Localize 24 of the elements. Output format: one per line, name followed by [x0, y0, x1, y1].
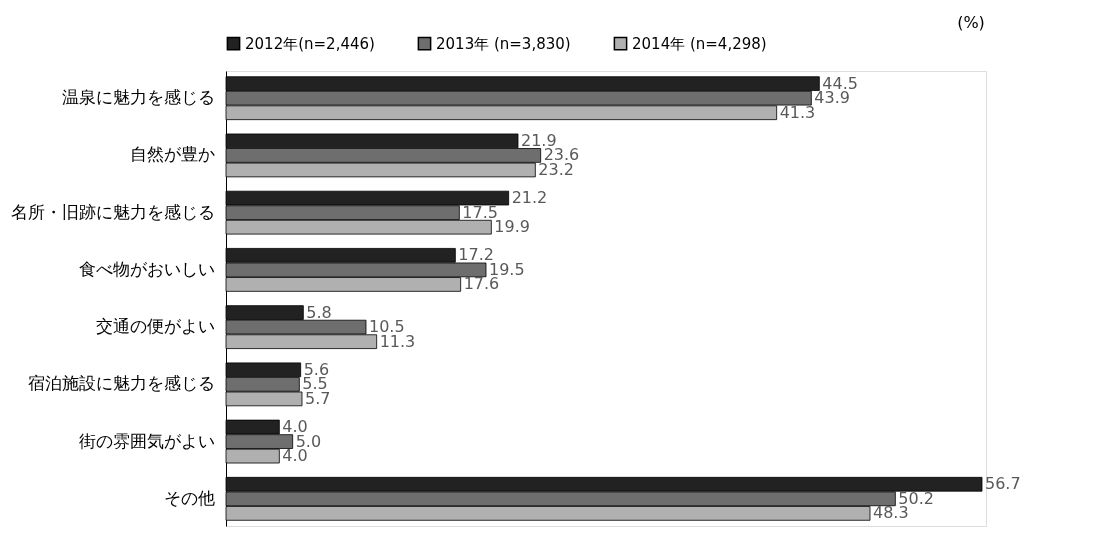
- data-label: 17.6: [463, 274, 500, 294]
- legend-label: 2014年 (n=4,298): [632, 34, 767, 53]
- data-label: 5.8: [306, 302, 332, 322]
- text: (%): [957, 13, 985, 32]
- y-tick-label: 食べ物がおいしい: [78, 258, 215, 279]
- data-label: 21.2: [511, 188, 548, 208]
- y-tick-label: 名所・旧跡に魅力を感じる: [10, 201, 215, 222]
- y-tick-label: その他: [163, 487, 215, 508]
- y-tick-label: 宿泊施設に魅力を感じる: [27, 373, 215, 394]
- data-label: 56.7: [985, 474, 1021, 494]
- data-label: 48.3: [873, 503, 909, 523]
- y-tick-label: 温泉に魅力を感じる: [61, 87, 215, 108]
- y-tick-label: 交通の便がよい: [95, 316, 215, 337]
- data-label: 5.7: [305, 388, 331, 408]
- y-tick-label: 街の雰囲気がよい: [78, 430, 215, 451]
- legend-label: 2012年(n=2,446): [245, 34, 375, 53]
- data-label: 11.3: [379, 331, 416, 351]
- y-tick-label: 自然が豊か: [129, 144, 215, 165]
- legend-label: 2013年 (n=3,830): [436, 34, 571, 53]
- data-label: 4.0: [282, 446, 308, 466]
- data-label: 41.3: [779, 102, 816, 122]
- data-label: 43.9: [814, 88, 850, 108]
- data-label: 19.9: [494, 217, 530, 237]
- data-label: 23.2: [538, 159, 574, 179]
